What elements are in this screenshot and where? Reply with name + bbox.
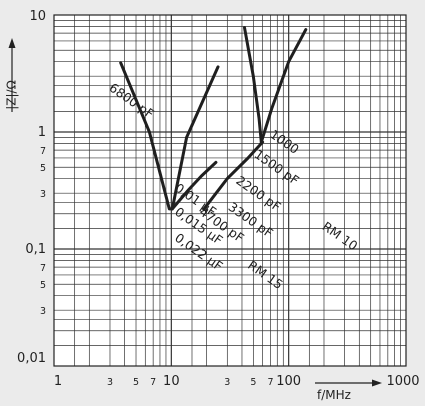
x-tick-label: 7 bbox=[267, 377, 273, 388]
y-tick-label: 1 bbox=[38, 125, 46, 140]
x-tick-label: 5 bbox=[250, 377, 256, 388]
x-tick-label: 7 bbox=[150, 377, 156, 388]
x-axis-label: f/MHz bbox=[317, 388, 351, 402]
impedance-curve bbox=[170, 160, 218, 211]
y-axis-label: |Z|/Ω bbox=[5, 80, 19, 110]
impedance-curve bbox=[243, 26, 263, 144]
y-axis-title: |Z|/Ω bbox=[5, 38, 19, 112]
x-axis-arrow-icon bbox=[372, 379, 382, 387]
impedance-curve bbox=[202, 140, 265, 211]
x-tick-label: 10 bbox=[163, 374, 180, 389]
x-tick-label: 5 bbox=[133, 377, 139, 388]
x-tick-label: 3 bbox=[224, 377, 230, 388]
y-tick-label: 3 bbox=[40, 189, 46, 200]
grid bbox=[54, 15, 406, 366]
x-tick-label: 1 bbox=[54, 374, 62, 389]
x-tick-label: 100 bbox=[276, 374, 301, 389]
y-tick-label: 7 bbox=[40, 263, 46, 274]
y-tick-label: 3 bbox=[40, 306, 46, 317]
y-tick-label: 5 bbox=[40, 163, 46, 174]
y-tick-label: 0,1 bbox=[25, 242, 46, 257]
impedance-curve bbox=[259, 28, 308, 144]
x-axis-title: f/MHz bbox=[315, 379, 382, 402]
plot-frame bbox=[53, 14, 407, 367]
impedance-curves bbox=[119, 26, 308, 211]
y-tick-label: 7 bbox=[40, 146, 46, 157]
y-tick-label: 0,01 bbox=[17, 351, 46, 366]
plot-area bbox=[54, 15, 406, 366]
y-tick-label: 5 bbox=[40, 280, 46, 291]
x-tick-label: 3 bbox=[107, 377, 113, 388]
x-tick-label: 1000 bbox=[386, 374, 419, 389]
y-axis-arrow-icon bbox=[8, 38, 16, 48]
y-tick-label: 10 bbox=[29, 9, 46, 24]
